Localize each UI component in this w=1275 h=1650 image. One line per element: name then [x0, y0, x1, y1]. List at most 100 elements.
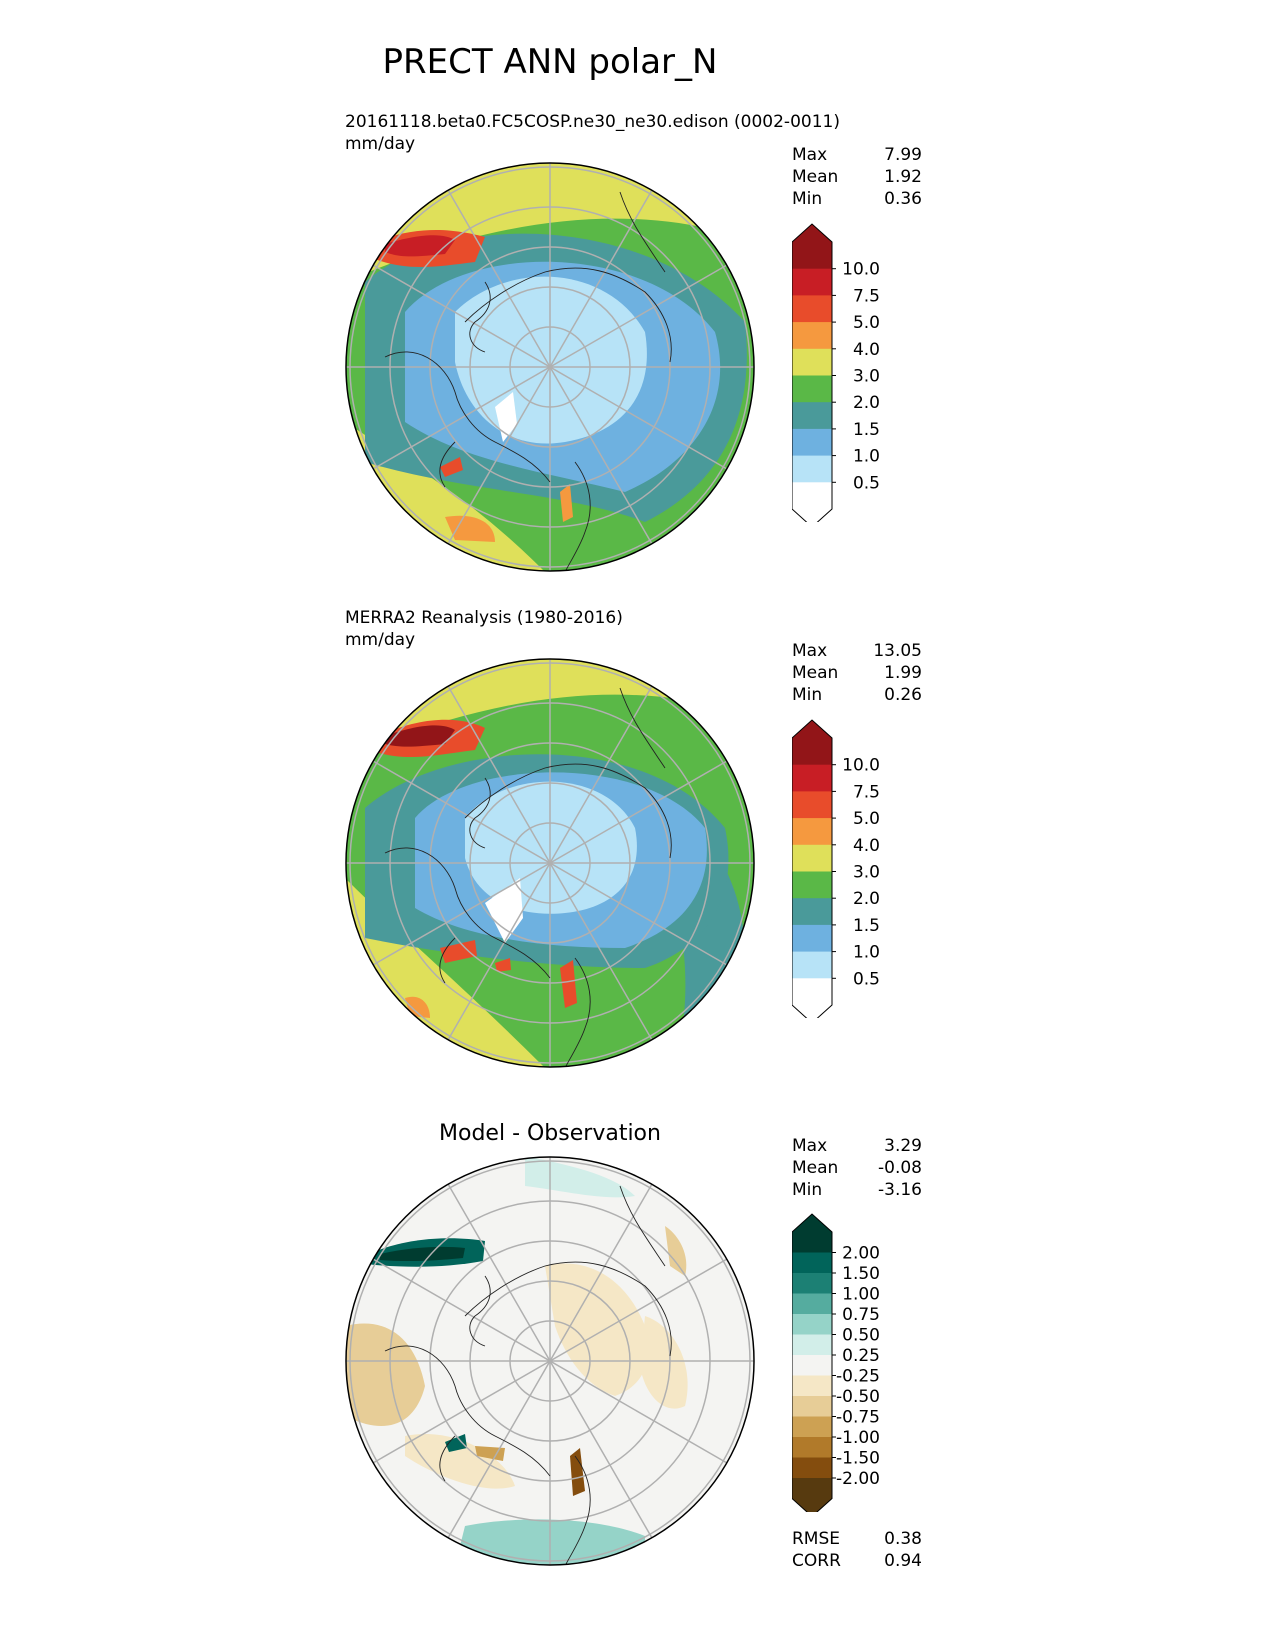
corr-value: 0.94 — [884, 1551, 922, 1571]
map-border — [345, 1156, 755, 1566]
colorbar-extend-max — [792, 1214, 832, 1232]
colorbar-outline — [791, 223, 833, 528]
colorbar-segment — [792, 1375, 832, 1397]
min-label: Min — [792, 685, 823, 705]
colorbar-diff: 2.00 1.50 1.00 0.75 0.50 0.25 -0.25 -0.50 -0.75-… — [791, 1212, 882, 1518]
graticule — [346, 659, 754, 1067]
colorbar-segment — [792, 791, 832, 819]
colorbar-tick-label: 4.0 — [853, 836, 880, 856]
max-value: 13.05 — [873, 641, 922, 661]
panel-ref-units: mm/day — [345, 630, 416, 650]
colorbar-segment — [792, 402, 832, 430]
max-label: Max — [792, 1136, 828, 1156]
colorbar-tick-label: 2.0 — [853, 889, 880, 909]
graticule — [346, 163, 754, 571]
colorbar-ref: 10.0 7.5 5.0 4.0 3.0 2.0 1.5 1.0 0.5 — [791, 718, 882, 1024]
mean-value: -0.08 — [878, 1158, 922, 1178]
colorbar-segment — [792, 871, 832, 899]
panel-ref-title-line1: MERRA2 Reanalysis (1980-2016) — [345, 608, 623, 628]
coastlines — [384, 191, 672, 571]
colorbar-segment — [792, 738, 832, 766]
polar-map-diff — [345, 1156, 755, 1566]
max-value: 7.99 — [884, 145, 922, 165]
panel-test-title-line1: 20161118.beta0.FC5COSP.ne30_ne30.edison … — [345, 112, 840, 132]
colorbar-tick-label: 0.5 — [853, 969, 880, 989]
rmse-label: RMSE — [792, 1529, 841, 1549]
colorbar-tick-label: 1.0 — [853, 943, 880, 963]
colorbar-segment — [792, 764, 832, 792]
panel-test-title: 20161118.beta0.FC5COSP.ne30_ne30.edison … — [345, 111, 840, 155]
colorbar-extend-min — [792, 509, 832, 527]
colorbar-segment — [792, 375, 832, 403]
colorbar-tick-label: -0.50 — [836, 1387, 880, 1407]
colorbar-segment — [792, 1232, 832, 1253]
colorbar-segment — [792, 1416, 832, 1438]
colorbar-segment — [792, 482, 832, 510]
colorbar-tick-label: 3.0 — [853, 367, 880, 387]
colorbar-segment — [792, 348, 832, 376]
panel-diff-stats: Max 3.29 Mean -0.08 Min -3.16 — [792, 1135, 922, 1201]
graticule — [346, 1157, 754, 1565]
mean-label: Mean — [792, 663, 839, 683]
panel-diff-title: Model - Observation — [439, 1121, 661, 1146]
colorbar-tick-label: 10.0 — [842, 756, 880, 776]
colorbar-extend-max — [792, 720, 832, 738]
colorbar-segment — [792, 978, 832, 1006]
colorbar-segment — [792, 1355, 832, 1376]
colorbar-segment — [792, 1396, 832, 1417]
mean-label: Mean — [792, 1158, 839, 1178]
colorbar-segment — [792, 242, 832, 270]
colorbar-tick-label: -1.00 — [836, 1428, 880, 1448]
panel-ref-stats: Max 13.05 Mean 1.99 Min 0.26 — [792, 640, 922, 706]
mean-value: 1.99 — [884, 663, 922, 683]
colorbar-tick-label: 2.00 — [842, 1244, 880, 1264]
colorbar-tick-label: 2.0 — [853, 393, 880, 413]
colorbar-extend-min — [792, 1498, 832, 1517]
max-label: Max — [792, 145, 828, 165]
colorbar-tick-label: 1.50 — [842, 1264, 880, 1284]
colorbar-tick-label: 1.5 — [853, 420, 880, 440]
mean-label: Mean — [792, 167, 839, 187]
min-label: Min — [792, 1180, 823, 1200]
colorbar-segment — [792, 1252, 832, 1274]
max-value: 3.29 — [884, 1136, 922, 1156]
coastlines — [384, 687, 672, 1067]
min-value: -3.16 — [878, 1180, 922, 1200]
colorbar-tick-label: 5.0 — [853, 313, 880, 333]
panel-ref-title: MERRA2 Reanalysis (1980-2016) mm/day — [345, 607, 623, 651]
colorbar-tick-label: 7.5 — [853, 286, 880, 306]
colorbar-tick-label: 0.50 — [842, 1326, 880, 1346]
colorbar-segment — [792, 818, 832, 846]
min-value: 0.36 — [884, 189, 922, 209]
colorbar-tick-label: 1.5 — [853, 916, 880, 936]
colorbar-tick-label: 1.00 — [842, 1285, 880, 1305]
colorbar-test: 10.0 7.5 5.0 4.0 3.0 2.0 1.5 1.0 0.5 — [791, 222, 882, 528]
colorbar-segment — [792, 1478, 832, 1499]
colorbar-segment — [792, 1457, 832, 1479]
colorbar-outline — [791, 719, 833, 1024]
rmse-value: 0.38 — [884, 1529, 922, 1549]
colorbar-segment — [792, 455, 832, 483]
colorbar-segment — [792, 924, 832, 953]
colorbar-tick-label: -0.25 — [836, 1367, 880, 1387]
colorbar-extend-max — [792, 224, 832, 242]
map-border — [345, 658, 755, 1068]
figure-title: PRECT ANN polar_N — [382, 42, 718, 82]
colorbar-tick-label: 0.25 — [842, 1346, 880, 1366]
colorbar-tick-label: 0.75 — [842, 1305, 880, 1325]
colorbar-segment — [792, 268, 832, 296]
min-value: 0.26 — [884, 685, 922, 705]
panel-test-stats: Max 7.99 Mean 1.92 Min 0.36 — [792, 144, 922, 210]
colorbar-segment — [792, 295, 832, 323]
colorbar-svg: 10.0 7.5 5.0 4.0 3.0 2.0 1.5 1.0 0.5 — [791, 223, 880, 528]
colorbar-tick-label: 5.0 — [853, 809, 880, 829]
panel-diff-metrics: RMSE 0.38 CORR 0.94 — [792, 1528, 922, 1572]
panel-test-units: mm/day — [345, 134, 416, 154]
colorbar-segment — [792, 951, 832, 979]
colorbar-tick-label: 3.0 — [853, 863, 880, 883]
max-label: Max — [792, 641, 828, 661]
colorbar-segment — [792, 322, 832, 350]
corr-label: CORR — [792, 1551, 841, 1571]
colorbar-segment — [792, 1334, 832, 1356]
colorbar-tick-label: 4.0 — [853, 340, 880, 360]
